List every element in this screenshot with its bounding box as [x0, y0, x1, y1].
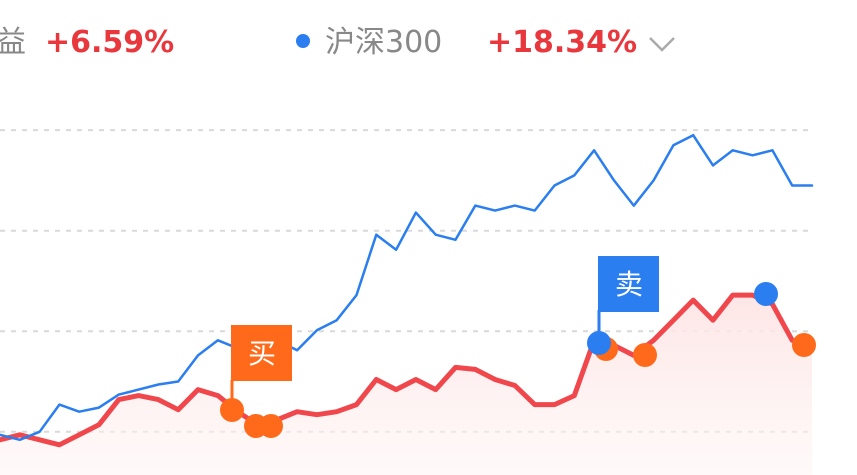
buy-flag — [231, 325, 292, 381]
dropdown-chevron[interactable] — [649, 37, 675, 52]
legend-change: +6.59% — [45, 25, 174, 60]
trade-dot — [754, 282, 778, 306]
legend-name: 益 — [0, 25, 26, 60]
trade-dot — [259, 414, 283, 438]
legend-dot — [296, 34, 310, 48]
trade-dot — [633, 343, 657, 367]
trade-dot — [792, 333, 816, 357]
trade-dot — [220, 398, 244, 422]
legend-change: +18.34% — [487, 25, 637, 60]
series-line — [0, 292, 815, 448]
trade-dot — [587, 331, 611, 355]
sell-label: 卖 — [615, 268, 643, 301]
buy-label: 买 — [248, 337, 276, 370]
legend-name: 沪深300 — [325, 25, 442, 60]
series-line — [0, 133, 814, 442]
sell-flag — [598, 256, 659, 312]
